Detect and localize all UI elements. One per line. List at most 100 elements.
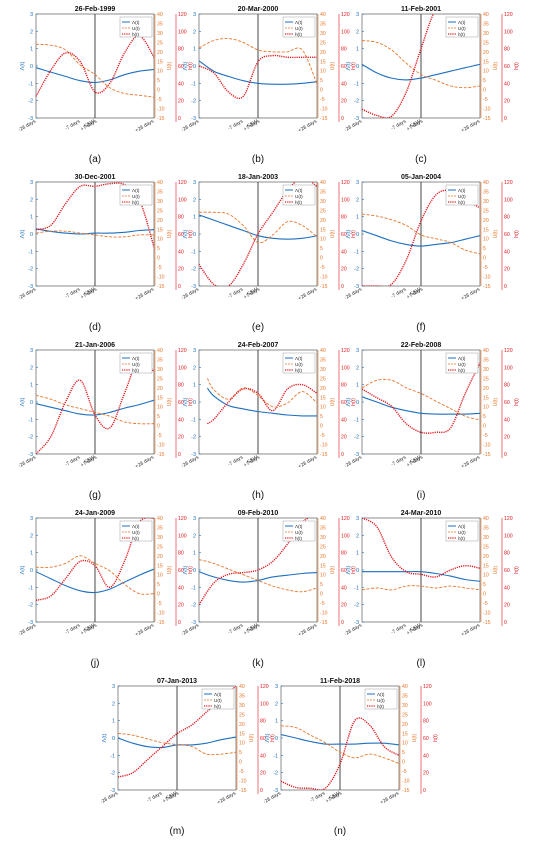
u-series-line — [362, 213, 480, 255]
h-tick-label: 40 — [423, 753, 429, 759]
x-tick-label: SSW — [165, 790, 178, 801]
h-tick-label: 40 — [178, 585, 184, 591]
u-tick-label: 10 — [239, 741, 245, 747]
left-tick-label: -2 — [191, 603, 196, 609]
subplot-caption: (n) — [334, 826, 346, 837]
left-tick-label: -3 — [191, 620, 196, 626]
left-tick-label: -2 — [28, 603, 33, 609]
u-tick-label: 10 — [483, 405, 489, 411]
left-tick-label: 3 — [30, 180, 33, 186]
subplot-caption: (l) — [417, 658, 426, 669]
h-tick-label: 20 — [504, 267, 510, 273]
h-tick-label: 0 — [341, 116, 344, 122]
h-axis-label: h(t) — [351, 230, 357, 238]
chart-title: 20-Mar-2000 — [238, 6, 279, 13]
left-axis-label: Λ(t) — [346, 61, 352, 70]
u-series-line — [199, 559, 317, 593]
u-tick-label: -10 — [157, 443, 165, 449]
u-tick-label: -5 — [483, 433, 488, 439]
series-group — [199, 38, 317, 100]
h-axis-label: h(t) — [351, 62, 357, 70]
u-tick-label: 35 — [320, 189, 326, 195]
u-tick-label: 5 — [157, 78, 160, 84]
left-tick-label: 2 — [193, 29, 196, 35]
left-tick-label: -2 — [354, 267, 359, 273]
left-tick-label: 1 — [30, 215, 33, 221]
u-tick-label: 10 — [483, 69, 489, 75]
left-tick-label: -3 — [110, 788, 115, 794]
u-tick-label: -15 — [239, 788, 247, 794]
h-tick-label: 100 — [341, 197, 350, 203]
h-axis-label: h(t) — [514, 62, 520, 70]
legend-label: h(t) — [458, 32, 465, 37]
h-axis-label: h(t) — [188, 398, 194, 406]
u-tick-label: 20 — [320, 218, 326, 224]
legend-label: Λ(t) — [132, 524, 140, 529]
u-tick-label: 20 — [320, 50, 326, 56]
left-tick-label: 0 — [356, 568, 359, 574]
h-tick-label: 60 — [423, 736, 429, 742]
h-tick-label: 20 — [423, 771, 429, 777]
u-tick-label: -5 — [320, 265, 325, 271]
x-tick-label: +28 days — [460, 622, 481, 638]
h-tick-label: 40 — [504, 81, 510, 87]
u-tick-label: 10 — [320, 69, 326, 75]
x-tick-label: +28 days — [134, 286, 155, 302]
left-tick-label: -3 — [354, 284, 359, 290]
x-tick-label: +28 days — [134, 454, 155, 470]
x-tick-label: +28 days — [216, 790, 237, 806]
x-tick-label: -7 days — [227, 622, 245, 636]
u-axis-label: U(t) — [330, 229, 336, 238]
legend-label: U(t) — [295, 362, 303, 367]
h-tick-label: 40 — [504, 249, 510, 255]
left-tick-label: -2 — [191, 99, 196, 105]
legend-label: Λ(t) — [458, 356, 466, 361]
left-tick-label: -3 — [354, 620, 359, 626]
h-tick-label: 100 — [178, 29, 187, 35]
h-tick-label: 40 — [341, 249, 347, 255]
h-tick-label: 40 — [260, 753, 266, 759]
subplot-caption: (h) — [252, 490, 264, 501]
left-tick-label: -1 — [191, 417, 196, 423]
u-tick-label: 35 — [402, 693, 408, 699]
h-tick-label: 20 — [504, 435, 510, 441]
u-tick-label: 25 — [483, 544, 489, 550]
lambda-series-line — [199, 214, 317, 240]
u-tick-label: 30 — [320, 199, 326, 205]
u-tick-label: 5 — [483, 78, 486, 84]
x-tick-label: +28 days — [297, 286, 318, 302]
subplot-c: 11-Feb-20013210-1-2-3Λ(t)403530252015105… — [343, 6, 520, 165]
left-tick-label: -1 — [28, 417, 33, 423]
legend-label: h(t) — [295, 200, 302, 205]
u-tick-label: -10 — [157, 611, 165, 617]
left-axis-label: Λ(t) — [183, 397, 189, 406]
legend-label: h(t) — [132, 200, 139, 205]
u-tick-label: 15 — [483, 227, 489, 233]
u-tick-label: -15 — [320, 116, 328, 122]
left-tick-label: -1 — [28, 249, 33, 255]
u-tick-label: 0 — [239, 760, 242, 766]
chart-title: 09-Feb-2010 — [238, 510, 279, 517]
h-tick-label: 60 — [178, 400, 184, 406]
u-tick-label: 0 — [157, 592, 160, 598]
h-tick-label: 120 — [341, 516, 350, 522]
left-tick-label: 0 — [30, 568, 33, 574]
left-tick-label: -3 — [354, 452, 359, 458]
h-tick-label: 20 — [341, 435, 347, 441]
left-tick-label: 2 — [356, 365, 359, 371]
left-tick-label: 3 — [356, 12, 359, 18]
u-axis-label: U(t) — [493, 61, 499, 70]
left-tick-label: 1 — [30, 383, 33, 389]
h-tick-label: 0 — [178, 452, 181, 458]
h-tick-label: 20 — [178, 99, 184, 105]
left-tick-label: 1 — [193, 215, 196, 221]
u-tick-label: -5 — [157, 265, 162, 271]
left-tick-label: -1 — [273, 753, 278, 759]
chart-title: 24-Jan-2009 — [75, 510, 115, 517]
legend-label: Λ(t) — [132, 356, 140, 361]
h-tick-label: 60 — [260, 736, 266, 742]
h-tick-label: 100 — [423, 701, 432, 707]
left-tick-label: 2 — [356, 197, 359, 203]
x-tick-label: SSW — [83, 454, 96, 465]
h-tick-label: 80 — [341, 383, 347, 389]
